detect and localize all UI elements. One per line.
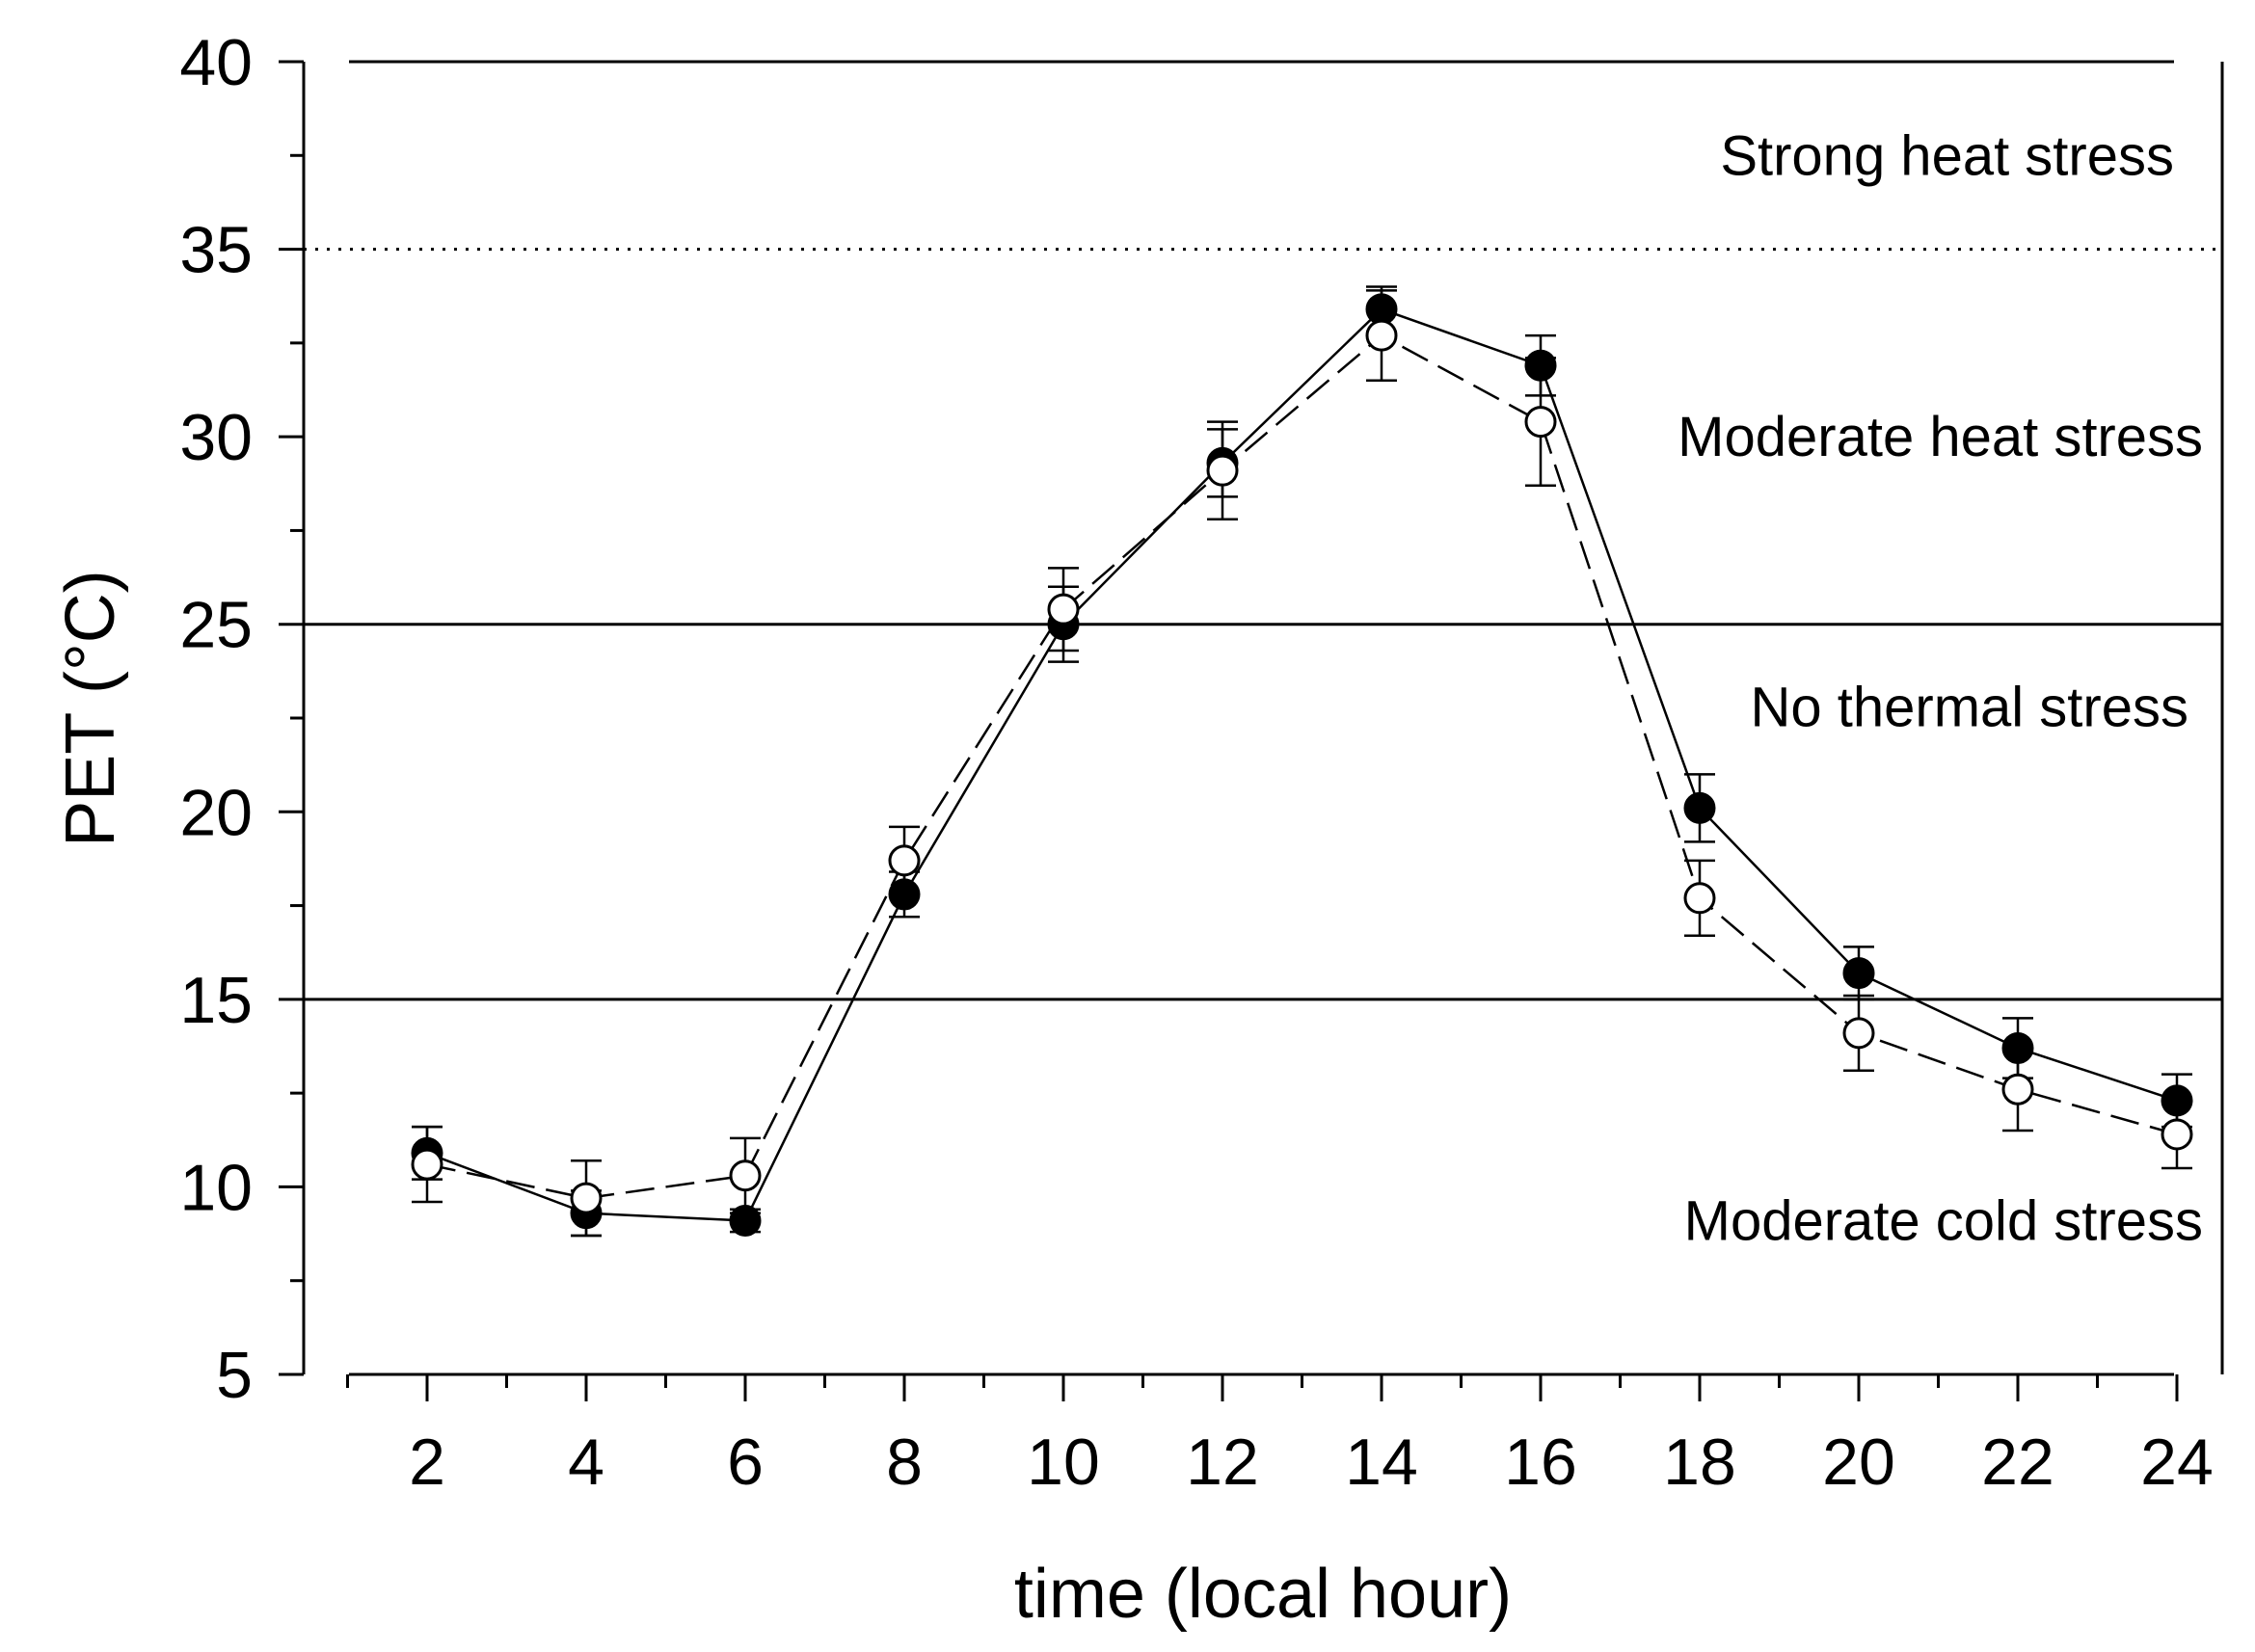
data-point-open-6 [729,1159,762,1192]
data-point-open-24 [2161,1118,2193,1151]
data-point-open-2 [411,1148,443,1181]
data-point-open-14 [1365,319,1398,352]
zone-labels: Strong heat stress Moderate heat stress No… [1678,124,2203,1252]
series-line-filled [426,307,2178,1222]
x-tick-label-2: 2 [409,1426,445,1499]
data-point-open-4 [570,1182,603,1214]
zone-label-no-thermal-stress: No thermal stress [1751,676,2188,738]
y-axis-title: PET (°C) [52,570,129,846]
x-tick-label-16: 16 [1504,1426,1577,1499]
data-point-filled-14 [1365,293,1398,326]
series-line-open [426,333,2178,1200]
zone-label-moderate-cold-stress: Moderate cold stress [1684,1189,2203,1252]
data-point-filled-16 [1524,349,1557,382]
markers-open [411,319,2193,1214]
data-point-filled-24 [2161,1084,2193,1117]
series-layer [411,285,2193,1238]
x-axis-title: time (local hour) [1014,1556,1512,1633]
zone-label-moderate-heat-stress: Moderate heat stress [1678,406,2203,468]
data-point-filled-8 [888,878,921,911]
y-tick-label-35: 35 [179,214,253,287]
y-tick-label-25: 25 [179,589,253,662]
x-tick-label-8: 8 [886,1426,923,1499]
x-tick-label-20: 20 [1822,1426,1895,1499]
data-point-filled-18 [1683,791,1716,824]
x-tick-label-4: 4 [568,1426,604,1499]
y-tick-label-40: 40 [179,26,253,99]
data-point-filled-22 [2001,1031,2034,1064]
data-point-open-22 [2001,1073,2034,1106]
x-tick-label-22: 22 [1981,1426,2054,1499]
y-tick-label-30: 30 [179,401,253,474]
data-point-filled-20 [1842,957,1875,990]
data-point-open-20 [1842,1017,1875,1050]
y-tick-label-15: 15 [179,964,253,1037]
x-tick-label-14: 14 [1345,1426,1418,1499]
x-tick-label-24: 24 [2140,1426,2214,1499]
y-tick-label-10: 10 [179,1151,253,1224]
zone-label-strong-heat-stress: Strong heat stress [1720,124,2174,187]
data-point-filled-6 [729,1204,762,1237]
x-tick-label-18: 18 [1663,1426,1736,1499]
data-point-open-8 [888,844,921,877]
x-tick-label-10: 10 [1027,1426,1100,1499]
y-tick-label-20: 20 [179,776,253,849]
data-point-open-10 [1047,593,1080,626]
data-point-open-16 [1524,406,1557,439]
x-tick-label-12: 12 [1186,1426,1259,1499]
reference-lines [304,60,2222,1001]
data-point-open-12 [1206,454,1239,487]
data-point-open-18 [1683,882,1716,915]
x-tick-label-6: 6 [727,1426,764,1499]
y-tick-label-5: 5 [216,1339,253,1412]
